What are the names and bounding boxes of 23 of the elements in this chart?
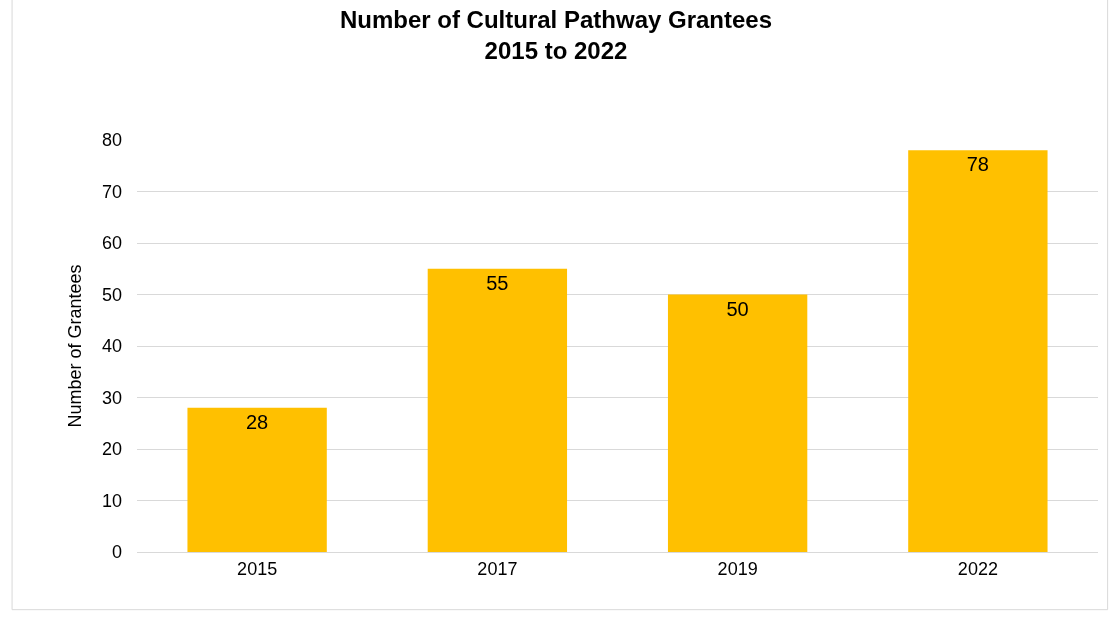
- y-tick-label: 70: [101, 181, 122, 202]
- x-tick-label: 2015: [237, 558, 278, 579]
- y-tick-label: 50: [101, 284, 122, 305]
- data-label: 55: [486, 271, 509, 294]
- data-label: 50: [726, 297, 749, 320]
- x-tick-label: 2019: [717, 558, 758, 579]
- bar: [667, 294, 808, 552]
- bar: [187, 407, 327, 552]
- bar: [427, 268, 568, 552]
- x-tick-label: 2017: [477, 558, 518, 579]
- y-tick-label: 10: [101, 490, 122, 511]
- data-label: 78: [966, 153, 989, 176]
- chart-title: Number of Cultural Pathway Grantees 2015 to 2022: [339, 6, 773, 65]
- x-tick-label: 2022: [957, 558, 998, 579]
- y-tick-label: 40: [101, 336, 122, 357]
- y-axis-title: Number of Grantees: [65, 264, 86, 428]
- bar: [908, 150, 1048, 552]
- data-label: 28: [246, 410, 269, 433]
- y-tick-label: 80: [101, 130, 122, 151]
- y-tick-label: 0: [111, 542, 122, 563]
- y-tick-label: 60: [101, 233, 122, 254]
- y-tick-label: 30: [101, 387, 122, 408]
- y-tick-label: 20: [101, 439, 122, 460]
